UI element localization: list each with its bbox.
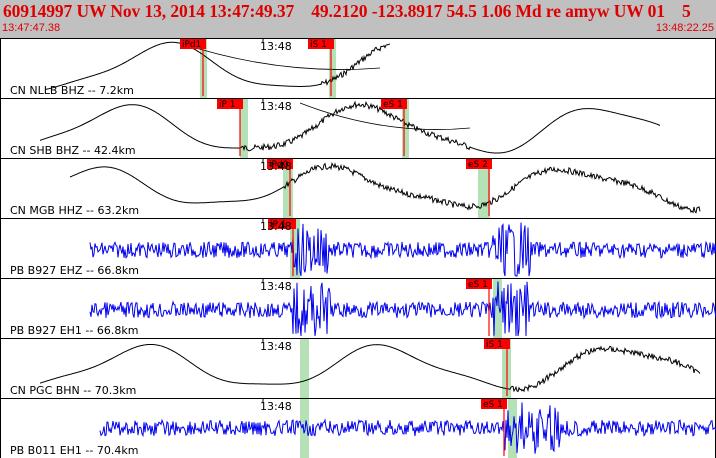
pick-label: eS 1	[468, 280, 488, 290]
phase-pick[interactable]: iS 1	[308, 39, 334, 96]
pick-window	[493, 279, 502, 338]
minute-marker: 13:48	[260, 400, 292, 413]
waveform	[39, 344, 701, 393]
pick-label-box	[268, 219, 296, 229]
phase-pick[interactable]: iPd1	[180, 39, 206, 96]
pick-label-box	[308, 39, 334, 49]
trace-panel[interactable]: eS 1 13:48 PB B011 EH1 -- 70.4km	[0, 398, 716, 458]
waveform	[44, 41, 391, 90]
trace-panel[interactable]: iS 1 13:48 CN PGC BHN -- 70.3km	[0, 338, 716, 399]
pick-label-box	[381, 99, 407, 109]
event-title: 60914997 UW Nov 13, 2014 13:47:49.37 49.…	[3, 1, 691, 21]
pick-label: iP 1	[219, 100, 236, 110]
station-label: PB B011 EH1 -- 70.4km	[10, 444, 138, 457]
trace-panel[interactable]: iPd1 iS 1 13:48 CN NLLB BHZ -- 7.2km	[0, 38, 716, 99]
phase-pick[interactable]: iPd0	[267, 159, 293, 216]
pick-label: iP 1	[270, 220, 287, 230]
travel-time-curve	[179, 42, 381, 70]
phase-pick[interactable]: iP 1	[217, 99, 243, 156]
waveform	[69, 161, 701, 214]
pick-window	[240, 99, 248, 158]
pick-label: eS 1	[483, 400, 503, 410]
window-start-time: 13:47:47.38	[2, 22, 61, 34]
waveform	[39, 100, 661, 154]
waveform	[89, 222, 716, 277]
minute-marker: 13:48	[260, 220, 292, 233]
phase-pick[interactable]: iS 1	[484, 339, 510, 396]
minute-marker: 13:48	[260, 100, 292, 113]
station-label: CN MGB HHZ -- 63.2km	[10, 204, 139, 217]
pick-label-box	[484, 339, 510, 349]
phase-pick[interactable]: eS 2	[466, 159, 492, 216]
pick-label-box	[217, 99, 243, 109]
pick-window	[508, 399, 517, 458]
phase-pick[interactable]: eS 1	[466, 279, 492, 336]
pick-label: iPd0	[269, 160, 289, 170]
waveform	[99, 402, 716, 454]
seismogram-traces[interactable]: iPd1 iS 1 13:48 CN NLLB BHZ -- 7.2km iP 1 eS …	[0, 38, 716, 458]
pick-label-box	[180, 39, 206, 49]
pick-window	[283, 159, 293, 218]
station-label: PB B927 EH1 -- 66.8km	[10, 324, 138, 337]
pick-label: eS 2	[468, 160, 488, 170]
event-header: 60914997 UW Nov 13, 2014 13:47:49.37 49.…	[0, 0, 716, 38]
pick-window	[300, 399, 309, 458]
pick-label-box	[267, 159, 293, 169]
trace-panel[interactable]: iP 1 eS 1 13:48 CN SHB BHZ -- 42.4km	[0, 98, 716, 159]
station-label: CN SHB BHZ -- 42.4km	[10, 144, 136, 157]
phase-pick[interactable]: eS 1	[481, 399, 507, 456]
trace-panel[interactable]: eS 1 13:48 PB B927 EH1 -- 66.8km	[0, 278, 716, 339]
travel-time-curve	[299, 102, 471, 130]
pick-window	[329, 39, 336, 98]
station-label: CN NLLB BHZ -- 7.2km	[10, 84, 134, 97]
trace-panel[interactable]: iPd0 eS 2 13:48 CN MGB HHZ -- 63.2km	[0, 158, 716, 219]
phase-pick[interactable]: eS 1	[381, 99, 407, 156]
trace-panel[interactable]: iP 113:48 PB B927 EHZ -- 66.8km	[0, 218, 716, 279]
station-label: CN PGC BHN -- 70.3km	[10, 384, 136, 397]
pick-label-box	[481, 399, 507, 409]
phase-pick[interactable]: iP 1	[268, 219, 296, 276]
minute-marker: 13:48	[260, 160, 292, 173]
pick-window	[290, 219, 300, 278]
pick-window	[300, 339, 309, 398]
pick-label: iS 1	[486, 340, 503, 350]
waveform	[89, 281, 716, 337]
minute-marker: 13:48	[260, 340, 292, 353]
window-end-time: 13:48:22.25	[655, 22, 714, 34]
pick-label-box	[466, 159, 492, 169]
pick-label-box	[466, 279, 492, 289]
pick-label: iS 1	[310, 40, 327, 50]
pick-label: eS 1	[383, 100, 403, 110]
station-label: PB B927 EHZ -- 66.8km	[10, 264, 139, 277]
pick-label: iPd1	[182, 40, 201, 50]
minute-marker: 13:48	[260, 40, 292, 53]
minute-marker: 13:48	[260, 280, 292, 293]
